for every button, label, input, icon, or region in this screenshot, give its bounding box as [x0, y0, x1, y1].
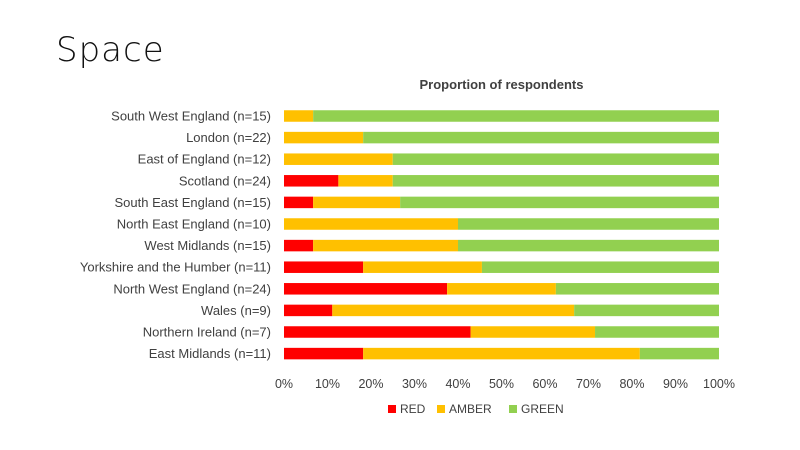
category-label: South West England (n=15) [111, 109, 271, 124]
x-tick-label: 100% [703, 377, 735, 391]
x-tick-label: 90% [663, 377, 688, 391]
x-tick-label: 70% [576, 377, 601, 391]
x-tick-label: 30% [402, 377, 427, 391]
bar-segment-green [555, 283, 719, 295]
bar-segment-amber [363, 347, 640, 360]
bar-segment-amber [284, 131, 364, 144]
bar-segment-red [284, 196, 314, 209]
category-label: Wales (n=9) [201, 303, 271, 318]
legend: RED AMBER GREEN [388, 402, 564, 416]
bar-segment-red [284, 261, 364, 273]
x-tick-label: 80% [619, 377, 644, 391]
category-label: Scotland (n=24) [179, 173, 271, 188]
bar-segment-amber [313, 196, 401, 209]
bar-segment-green [481, 261, 719, 273]
category-label: East of England (n=12) [138, 152, 271, 167]
x-axis-ticks: 0% 10% 20% 30% 40% 50% 60% 70% 80% 90% 100% [275, 377, 735, 391]
category-label: Northern Ireland (n=7) [143, 325, 271, 340]
x-tick-label: 0% [275, 377, 293, 391]
bar-segment-green [574, 304, 719, 317]
x-tick-label: 10% [315, 377, 340, 391]
legend-swatch-amber [437, 405, 445, 413]
bar-segment-amber [332, 304, 575, 317]
bar-segment-green [313, 110, 719, 122]
bar-segment-green [458, 218, 719, 230]
category-label: East Midlands (n=11) [149, 346, 271, 361]
x-tick-label: 20% [358, 377, 383, 391]
bar-segment-amber [447, 283, 556, 295]
bar-segment-green [392, 153, 719, 165]
bar-segment-amber [313, 239, 458, 252]
category-label: West Midlands (n=15) [144, 238, 271, 253]
x-tick-label: 60% [532, 377, 557, 391]
bar-segment-green [363, 131, 719, 144]
legend-label-red: RED [400, 402, 426, 416]
bars-layer [284, 110, 719, 360]
x-tick-label: 40% [445, 377, 470, 391]
bar-segment-red [284, 304, 333, 317]
legend-swatch-green [509, 405, 517, 413]
category-label: Yorkshire and the Humber (n=11) [80, 260, 271, 275]
legend-label-green: GREEN [521, 402, 564, 416]
bar-segment-green [392, 175, 719, 187]
chart-title: Proportion of respondents [420, 77, 584, 92]
bar-segment-amber [363, 261, 482, 273]
bar-segment-red [284, 347, 364, 360]
legend-label-amber: AMBER [449, 402, 492, 416]
category-label: North East England (n=10) [117, 217, 271, 232]
category-label: London (n=22) [186, 130, 271, 145]
bar-segment-green [639, 347, 719, 360]
category-label: North West England (n=24) [113, 281, 271, 296]
bar-segment-red [284, 326, 471, 338]
slide-title: Space [56, 30, 165, 70]
bar-segment-green [595, 326, 719, 338]
bar-segment-red [284, 175, 339, 187]
legend-swatch-red [388, 405, 396, 413]
category-label: South East England (n=15) [115, 195, 271, 210]
bar-segment-amber [284, 110, 314, 122]
bar-segment-red [284, 283, 448, 295]
bar-segment-amber [338, 175, 393, 187]
category-labels: South West England (n=15) London (n=22) Ea… [80, 109, 271, 362]
bar-segment-green [458, 239, 719, 252]
x-tick-label: 50% [489, 377, 514, 391]
bar-segment-green [400, 196, 719, 209]
bar-segment-amber [284, 153, 393, 165]
bar-segment-red [284, 239, 314, 252]
bar-segment-amber [284, 218, 458, 230]
bar-segment-amber [470, 326, 596, 338]
